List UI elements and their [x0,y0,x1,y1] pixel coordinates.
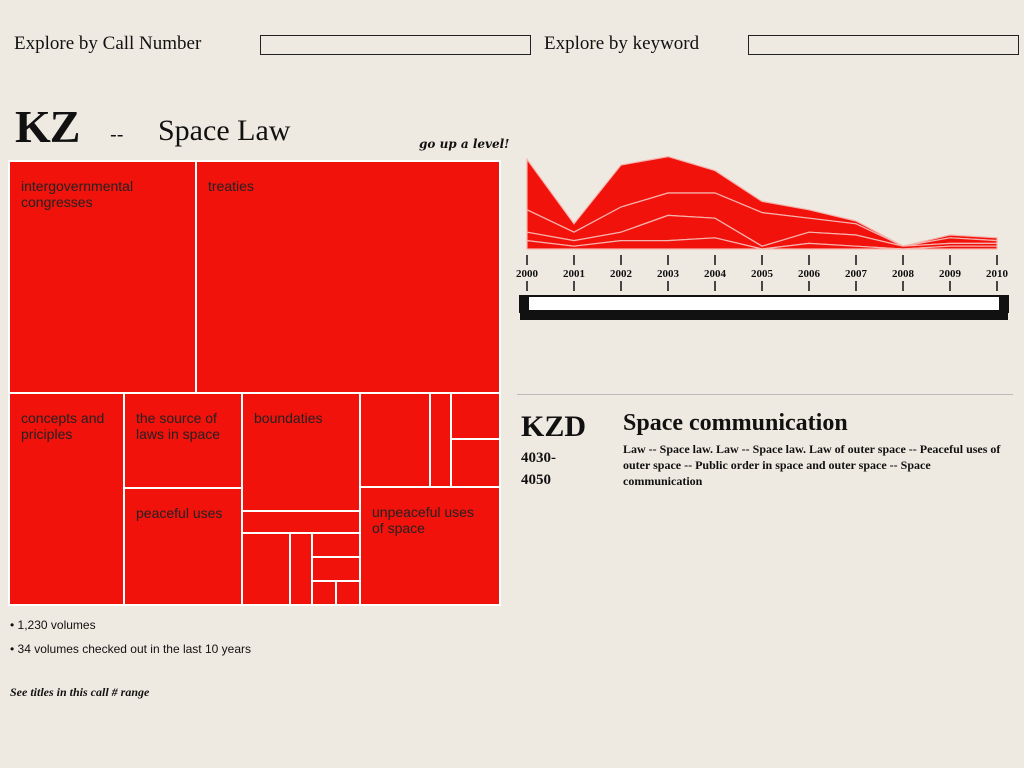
detail-description: Law -- Space law. Law -- Space law. Law … [623,442,1001,488]
slider-handle-right[interactable] [999,296,1008,312]
treemap-tile-small[interactable] [452,394,499,438]
tile-label: unpeaceful uses of space [372,504,474,536]
detail-range: 4030- 4050 [521,450,556,488]
year-label: 2009 [939,268,962,280]
year-label: 2010 [986,268,1009,280]
call-number-input[interactable] [260,35,531,55]
treemap-tile-concepts[interactable]: concepts and priciples [10,394,123,604]
year-label: 2008 [892,268,915,280]
detail-code: KZD [521,410,587,443]
treemap-tile-small[interactable] [243,534,289,604]
treemap-tile-small[interactable] [313,582,335,604]
checkout-count: • 34 volumes checked out in the last 10 … [10,642,252,656]
see-titles-link[interactable]: See titles in this call # range [10,685,150,699]
tile-label: the source of laws in space [136,410,221,442]
treemap-tile-small[interactable] [337,582,359,604]
tile-label: treaties [208,178,254,194]
title-separator: -- [110,122,124,146]
slider-track[interactable] [519,295,1009,313]
tile-label: peaceful uses [136,505,223,521]
treemap-tile-small[interactable] [313,558,359,580]
treemap-tile-small[interactable] [452,440,499,486]
treemap-tile-peaceful-uses[interactable]: peaceful uses [125,489,241,604]
page-title: Space Law [158,114,291,147]
year-label: 2003 [657,268,680,280]
treemap-tile-small[interactable] [431,394,450,486]
treemap-tile-source-of-laws[interactable]: the source of laws in space [125,394,241,487]
year-label: 2000 [516,268,539,280]
keyword-label: Explore by keyword [544,33,700,54]
year-label: 2001 [563,268,585,280]
tile-label: concepts and priciples [21,410,105,442]
keyword-input[interactable] [748,35,1019,55]
call-number-label: Explore by Call Number [14,33,202,54]
area-layer [526,237,998,250]
treemap-tile-small[interactable] [243,512,359,532]
year-label: 2007 [845,268,868,280]
tile-label: boundaties [254,410,323,426]
slider-handle-left[interactable] [520,296,529,312]
year-label: 2002 [610,268,633,280]
chart-ticks: 2000 2001 2002 2003 2004 2005 2006 2007 2008 2009… [516,255,1009,291]
treemap-tile-intergovernmental-congresses[interactable]: intergovernmental congresses [10,162,195,392]
year-label: 2006 [798,268,821,280]
year-label: 2005 [751,268,774,280]
time-range-slider[interactable] [519,295,1009,320]
detail-title: Space communication [623,410,848,436]
treemap-tile-boundaties[interactable]: boundaties [243,394,359,510]
treemap-tile-treaties[interactable]: treaties [197,162,499,392]
treemap-tile-small[interactable] [313,534,359,556]
section-divider [517,394,1013,395]
go-up-level-link[interactable]: go up a level! [419,137,510,151]
treemap-tile-small[interactable] [291,534,311,604]
class-code: KZ [15,101,80,152]
treemap: intergovernmental congresses treaties co… [8,160,501,606]
volume-count: • 1,230 volumes [10,618,96,632]
slider-bar [520,310,1008,320]
treemap-tile-unpeaceful-uses[interactable]: unpeaceful uses of space [361,488,499,604]
checkout-timeline-chart: 2000 2001 2002 2003 2004 2005 2006 2007 2008 2009… [516,155,1009,320]
chart-areas [526,155,998,250]
year-label: 2004 [704,268,727,280]
treemap-tile-small[interactable] [361,394,429,486]
tile-label: intergovernmental congresses [21,178,134,210]
